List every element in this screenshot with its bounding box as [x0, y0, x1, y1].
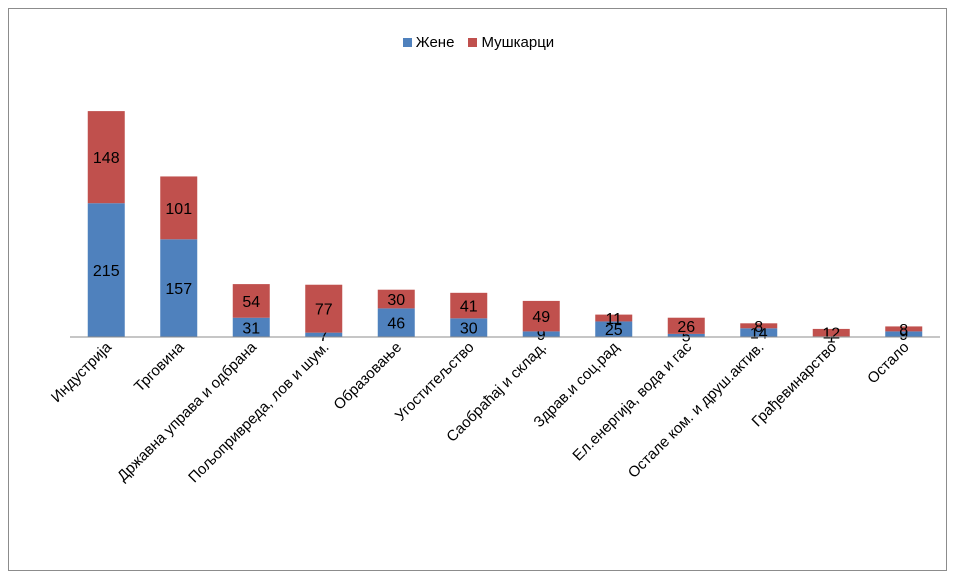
data-label-men: 8 — [899, 322, 908, 339]
legend-label-men: Мушкарци — [481, 34, 555, 51]
data-label-men: 41 — [460, 299, 478, 316]
bar-men — [522, 300, 560, 332]
bar-women — [595, 321, 633, 337]
legend-item-women: Жене — [402, 34, 455, 51]
category-label: Пољопривреда, лов и шум. — [185, 339, 332, 486]
data-label-women: 31 — [242, 320, 260, 337]
data-label-women: 30 — [460, 321, 478, 338]
bar-men — [667, 317, 705, 334]
category-label: Образовање — [330, 339, 405, 414]
bar-men — [377, 289, 415, 309]
legend: Жене Мушкарци — [0, 34, 957, 51]
bar-women — [667, 333, 705, 337]
data-label-women: 9 — [899, 327, 908, 344]
bar-men — [740, 323, 778, 329]
data-label-men: 49 — [532, 309, 550, 326]
category-label: Остало — [864, 339, 912, 387]
data-label-women: 157 — [165, 281, 192, 298]
legend-item-men: Мушкарци — [468, 34, 554, 51]
bar-women — [232, 317, 270, 337]
bar-women — [377, 308, 415, 337]
category-label: Трговина — [131, 338, 188, 395]
bar-women — [885, 331, 923, 337]
bar-men — [87, 111, 125, 204]
bar-men — [812, 328, 850, 337]
data-label-women: 215 — [93, 263, 120, 280]
data-label-men: 8 — [754, 319, 763, 336]
data-label-men: 101 — [165, 201, 192, 218]
data-label-men: 26 — [677, 319, 695, 336]
bar-women — [450, 318, 488, 337]
data-label-men: 30 — [387, 292, 405, 309]
data-label-men: 148 — [93, 150, 120, 167]
category-label: Остале ком. и друш.актив. — [625, 339, 768, 482]
data-label-women: 25 — [605, 322, 623, 339]
data-label-women: 9 — [537, 327, 546, 344]
category-label: Државна управа и одбрана — [114, 338, 260, 484]
category-label: Индустрија — [48, 338, 116, 406]
category-label: Ел.енергија, вода и гас — [569, 338, 695, 464]
data-label-men: 12 — [822, 326, 840, 343]
data-label-men: 11 — [605, 311, 622, 328]
bar-women — [160, 239, 198, 337]
bar-men — [595, 314, 633, 322]
legend-swatch-men — [468, 38, 478, 47]
legend-label-women: Жене — [415, 34, 455, 51]
data-label-men: 77 — [315, 302, 333, 319]
bar-women — [522, 331, 560, 337]
bar-men — [885, 326, 923, 332]
data-label-women: 46 — [387, 316, 405, 333]
bar-women — [305, 332, 343, 337]
bar-men — [450, 292, 488, 319]
data-label-women: 7 — [319, 328, 328, 345]
data-label-women: 1 — [827, 330, 836, 347]
bar-men — [160, 176, 198, 240]
bar-men — [232, 284, 270, 318]
bar-women — [87, 203, 125, 337]
bar-men — [305, 284, 343, 333]
bar-women — [740, 328, 778, 337]
data-label-women: 14 — [750, 326, 768, 343]
data-label-men: 54 — [242, 294, 260, 311]
legend-swatch-women — [402, 38, 412, 47]
